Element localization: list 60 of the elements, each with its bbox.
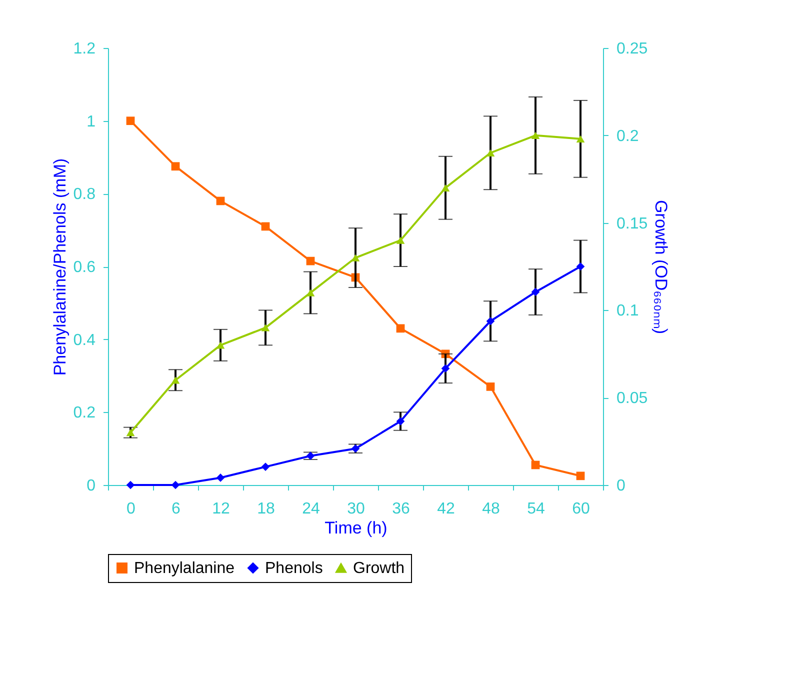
point bbox=[576, 262, 585, 271]
point bbox=[486, 316, 495, 326]
y2-tick-label: 0 bbox=[616, 478, 626, 494]
point bbox=[351, 254, 360, 262]
point bbox=[126, 480, 135, 490]
point bbox=[396, 417, 405, 426]
x-tick-label: 48 bbox=[482, 500, 500, 518]
x-tick-label: 24 bbox=[302, 500, 320, 518]
y-tick-label: 1 bbox=[86, 113, 96, 130]
point bbox=[216, 474, 225, 482]
x-tick-label: 6 bbox=[172, 500, 181, 518]
point bbox=[531, 288, 540, 296]
point bbox=[261, 324, 270, 332]
point bbox=[171, 376, 180, 384]
point bbox=[441, 184, 450, 192]
legend-label: Phenols bbox=[265, 560, 323, 577]
point bbox=[171, 162, 180, 171]
y-axis-title: Phenylalanine/Phenols (mM) bbox=[50, 158, 70, 376]
legend-label: Growth bbox=[353, 560, 405, 577]
point bbox=[261, 462, 270, 471]
y2-tick-label: 0.05 bbox=[616, 390, 648, 408]
y2-axis-title: Growth (OD₆₆₀ₙₘ) bbox=[652, 200, 671, 334]
point bbox=[306, 289, 315, 296]
point bbox=[306, 256, 315, 266]
x-tick-label: 36 bbox=[392, 500, 410, 518]
y2-tick-label: 0.1 bbox=[616, 302, 639, 320]
x-axis-title: Time (h) bbox=[324, 518, 388, 538]
point bbox=[126, 116, 135, 126]
y-tick-label: 0.4 bbox=[73, 332, 96, 349]
x-tick-label: 12 bbox=[212, 500, 230, 518]
legend-label: Phenylalanine bbox=[134, 560, 235, 577]
point bbox=[396, 236, 405, 244]
point bbox=[441, 364, 450, 373]
x-tick-label: 60 bbox=[572, 500, 590, 518]
point bbox=[576, 135, 585, 143]
y-tick-label: 0.2 bbox=[73, 404, 96, 422]
point bbox=[486, 382, 495, 391]
y-tick-label: 0.8 bbox=[73, 186, 96, 204]
point bbox=[216, 196, 225, 206]
point bbox=[261, 222, 270, 231]
y2-tick-label: 0.2 bbox=[616, 128, 639, 145]
y-tick-label: 1.2 bbox=[73, 40, 96, 58]
point bbox=[126, 428, 135, 436]
y-tick-label: 0 bbox=[86, 478, 96, 494]
point bbox=[396, 324, 405, 333]
point bbox=[351, 444, 360, 453]
point bbox=[531, 460, 540, 470]
y-tick-label: 0.6 bbox=[73, 259, 96, 276]
point bbox=[171, 480, 180, 490]
x-tick-label: 18 bbox=[257, 500, 275, 518]
x-tick-label: 30 bbox=[347, 500, 365, 518]
x-tick-label: 0 bbox=[126, 500, 136, 518]
point bbox=[531, 132, 540, 140]
x-tick-label: 54 bbox=[527, 500, 545, 518]
point bbox=[216, 342, 225, 349]
point bbox=[306, 452, 315, 460]
y2-tick-label: 0.25 bbox=[616, 40, 648, 58]
x-tick-label: 42 bbox=[437, 500, 455, 518]
y2-tick-label: 0.15 bbox=[616, 215, 648, 232]
point bbox=[576, 472, 585, 480]
